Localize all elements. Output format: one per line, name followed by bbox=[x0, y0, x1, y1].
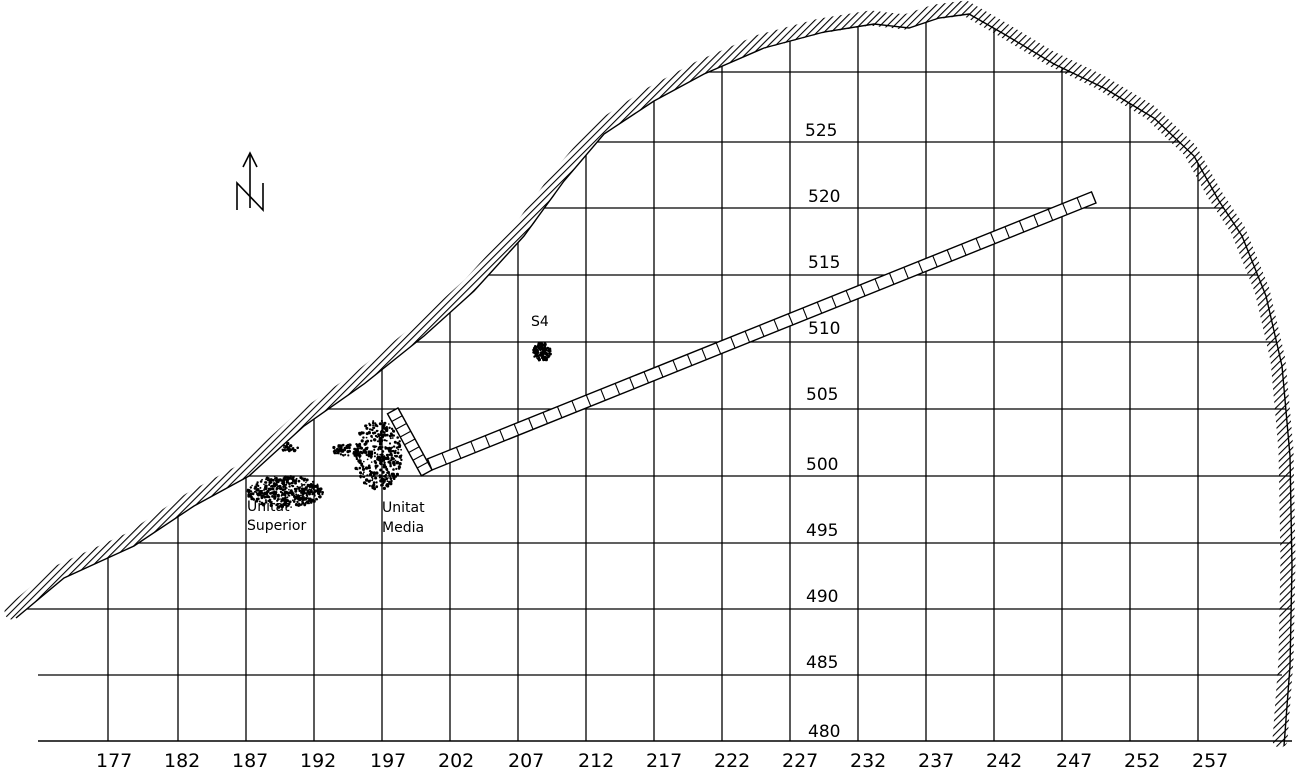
x-tick-label: 202 bbox=[438, 750, 474, 772]
label-s4: S4 bbox=[531, 314, 549, 330]
x-tick-label: 257 bbox=[1192, 750, 1228, 772]
y-tick-label: 525 bbox=[805, 121, 837, 141]
x-tick-label: 212 bbox=[578, 750, 614, 772]
x-tick-label: 197 bbox=[370, 750, 406, 772]
label-unitat-superior-line2: Superior bbox=[247, 518, 306, 534]
trench-strip bbox=[386, 190, 1097, 477]
find-cluster-s4 bbox=[532, 341, 552, 362]
y-tick-label: 485 bbox=[806, 653, 838, 673]
x-tick-label: 227 bbox=[782, 750, 818, 772]
x-tick-label: 242 bbox=[986, 750, 1022, 772]
x-tick-label: 187 bbox=[232, 750, 268, 772]
x-tick-label: 237 bbox=[918, 750, 954, 772]
label-unitat-media-line2: Media bbox=[382, 520, 424, 536]
find-cluster-unitat-media bbox=[332, 419, 403, 491]
find-cluster-unitat-superior bbox=[246, 441, 324, 509]
x-tick-label: 177 bbox=[96, 750, 132, 772]
x-axis-labels: 177 182 187 192 197 202 207 212 217 222 227 232 237 2… bbox=[96, 750, 1228, 772]
x-tick-label: 182 bbox=[164, 750, 200, 772]
x-tick-label: 232 bbox=[850, 750, 886, 772]
y-tick-label: 490 bbox=[806, 587, 838, 607]
y-tick-label: 510 bbox=[808, 319, 840, 339]
y-tick-label: 495 bbox=[806, 521, 838, 541]
x-tick-label: 222 bbox=[714, 750, 750, 772]
x-tick-label: 207 bbox=[508, 750, 544, 772]
cave-wall-inner-edge bbox=[15, 13, 1293, 747]
label-unitat-media-line1: Unitat bbox=[382, 500, 425, 516]
x-tick-label: 217 bbox=[646, 750, 682, 772]
cave-wall bbox=[4, 0, 1296, 748]
y-tick-label: 520 bbox=[808, 187, 840, 207]
label-unitat-superior-line1: Unitat bbox=[247, 499, 290, 515]
y-tick-label: 480 bbox=[808, 722, 840, 742]
y-tick-label: 515 bbox=[808, 253, 840, 273]
north-arrow-icon bbox=[236, 151, 264, 212]
y-tick-label: 500 bbox=[806, 455, 838, 475]
x-tick-label: 247 bbox=[1056, 750, 1092, 772]
x-tick-label: 192 bbox=[300, 750, 336, 772]
y-axis-labels: 525 520 515 510 505 500 495 490 485 480 bbox=[805, 121, 840, 742]
x-tick-label: 252 bbox=[1124, 750, 1160, 772]
y-tick-label: 505 bbox=[806, 385, 838, 405]
